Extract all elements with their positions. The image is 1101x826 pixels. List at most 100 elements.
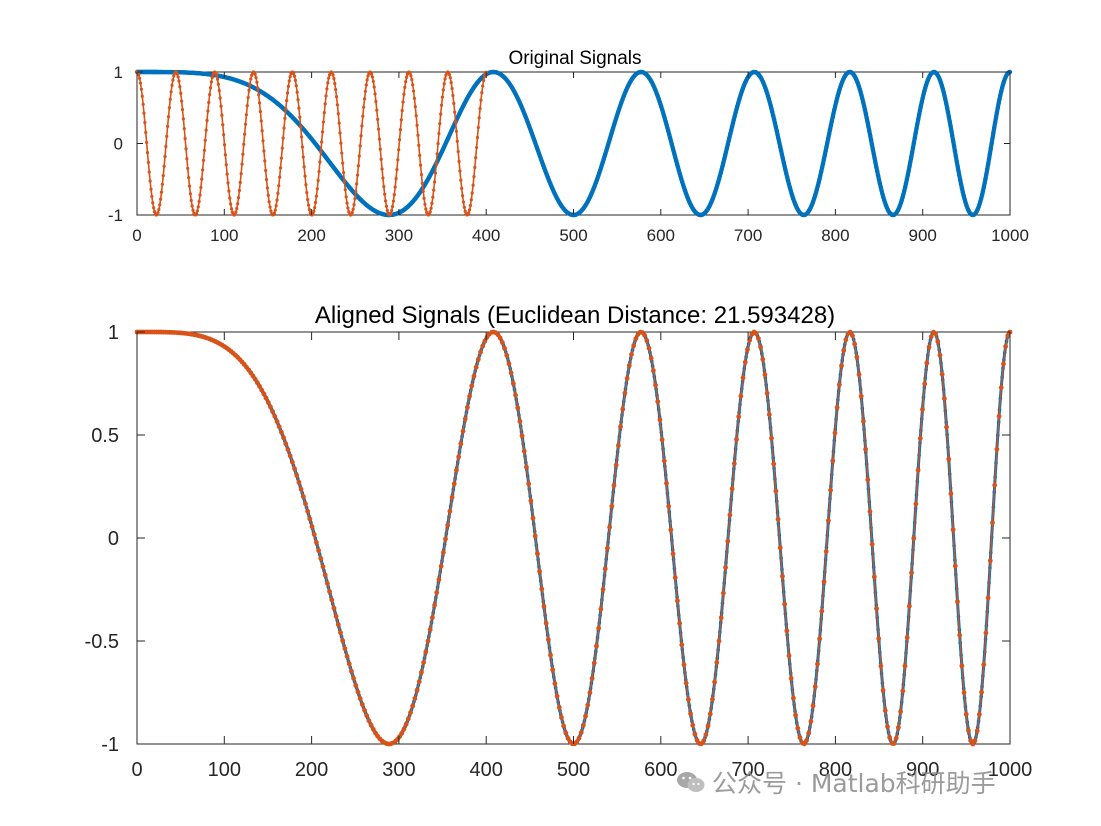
data-point	[294, 472, 300, 478]
data-point	[563, 730, 569, 736]
data-point	[184, 147, 188, 151]
data-point	[421, 189, 425, 193]
data-point	[983, 630, 989, 636]
data-point	[264, 168, 268, 173]
data-point	[508, 370, 514, 376]
data-point	[254, 380, 260, 386]
data-point	[598, 606, 604, 612]
data-point	[272, 211, 276, 215]
data-point	[469, 383, 475, 389]
data-point	[950, 133, 955, 139]
data-point	[609, 503, 615, 509]
data-point	[776, 136, 781, 141]
x-tick-label: 400	[470, 759, 503, 781]
data-point	[768, 103, 773, 108]
data-point	[727, 135, 732, 140]
data-point	[963, 711, 969, 717]
data-point	[433, 171, 438, 175]
data-point	[210, 75, 214, 80]
data-point	[902, 663, 908, 669]
data-point	[909, 570, 914, 576]
data-point	[478, 349, 483, 355]
data-point	[906, 168, 911, 174]
data-point	[362, 97, 367, 101]
data-point	[780, 156, 785, 161]
data-point	[408, 71, 412, 75]
data-point	[521, 448, 527, 454]
data-point	[937, 352, 943, 358]
data-point	[607, 524, 612, 530]
data-point	[692, 731, 698, 737]
data-point	[904, 635, 910, 640]
data-point	[722, 153, 728, 158]
data-point	[163, 154, 167, 159]
data-point	[926, 344, 932, 350]
data-point	[994, 110, 1000, 115]
x-tick-label: 100	[210, 226, 238, 245]
data-point	[464, 404, 470, 410]
data-point	[371, 79, 375, 84]
data-point	[829, 119, 834, 124]
data-point	[156, 211, 160, 215]
data-point	[650, 368, 656, 374]
data-point	[359, 134, 363, 138]
data-point	[944, 105, 950, 110]
data-point	[257, 93, 261, 97]
data-point	[784, 171, 789, 176]
data-point	[867, 128, 872, 134]
data-point	[861, 418, 866, 424]
data-point	[419, 669, 424, 675]
data-point	[957, 177, 963, 183]
data-point	[204, 128, 208, 132]
data-point	[370, 75, 375, 79]
data-point	[620, 406, 626, 412]
data-point	[826, 136, 831, 141]
data-point	[554, 693, 560, 699]
data-point	[742, 359, 748, 365]
data-point	[292, 74, 297, 78]
data-point	[352, 202, 356, 207]
data-point	[325, 87, 329, 91]
data-point	[913, 501, 919, 507]
data-point	[334, 87, 338, 92]
data-point	[784, 174, 790, 180]
data-point	[826, 131, 832, 137]
data-point	[714, 660, 720, 665]
data-point	[972, 738, 978, 744]
data-point	[779, 152, 785, 157]
data-point	[626, 363, 632, 368]
data-point	[335, 103, 340, 107]
data-point	[775, 516, 781, 522]
data-point	[688, 711, 693, 716]
data-point	[225, 172, 229, 176]
data-point	[666, 503, 672, 509]
data-point	[160, 182, 164, 186]
data-point	[411, 89, 416, 93]
data-point	[671, 148, 676, 154]
data-point	[996, 413, 1002, 419]
data-point	[418, 153, 422, 157]
x-tick-label: 700	[734, 226, 762, 245]
data-point	[456, 454, 462, 460]
data-point	[587, 690, 593, 696]
data-point	[201, 168, 205, 172]
data-point	[431, 195, 435, 199]
data-point	[274, 204, 278, 208]
data-point	[561, 723, 567, 729]
data-point	[854, 354, 860, 360]
data-point	[922, 381, 928, 387]
data-point	[146, 160, 150, 165]
data-point	[436, 577, 442, 582]
data-point	[993, 115, 999, 120]
data-point	[448, 76, 452, 80]
data-point	[469, 198, 473, 202]
data-point	[821, 157, 827, 162]
data-point	[893, 735, 899, 741]
data-point	[221, 123, 225, 127]
data-point	[285, 447, 291, 453]
data-point	[910, 145, 916, 150]
data-point	[414, 687, 420, 693]
data-point	[137, 73, 141, 77]
x-tick-label: 0	[132, 226, 141, 245]
data-point	[369, 72, 374, 76]
